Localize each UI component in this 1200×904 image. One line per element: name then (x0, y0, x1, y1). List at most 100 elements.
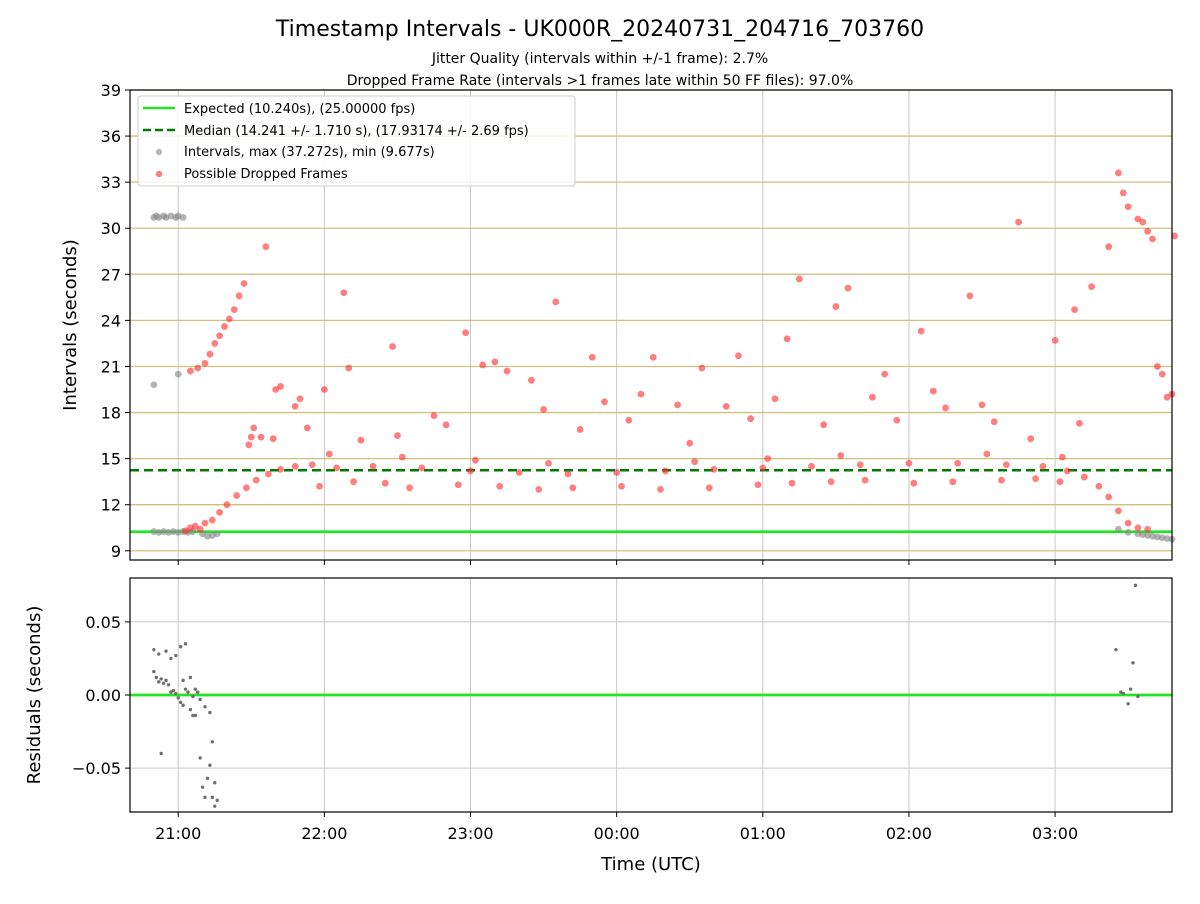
residual-point (188, 675, 193, 680)
dropped-frame-point (1002, 461, 1010, 469)
interval-point (179, 214, 187, 221)
dropped-frame-point (191, 522, 199, 530)
dropped-frame-point (233, 492, 241, 499)
dropped-frame-point (735, 352, 742, 360)
residual-point (166, 683, 171, 687)
dropped-frame-point (194, 364, 202, 372)
interval-point (1124, 528, 1132, 536)
dropped-frame-point (262, 243, 270, 251)
dropped-frame-point (1032, 475, 1039, 482)
dropped-frame-point (788, 479, 796, 487)
dropped-frame-point (1115, 169, 1122, 177)
dropped-frame-point (978, 401, 986, 409)
dropped-frame-point (325, 450, 333, 458)
residual-point (181, 678, 185, 683)
dropped-frame-point (406, 484, 414, 492)
residuals-y-tick-label: 0.00 (85, 686, 121, 705)
chart-subtitle-2: Dropped Frame Rate (intervals >1 frames … (347, 73, 854, 89)
residual-point (174, 691, 178, 696)
dropped-frame-point (216, 508, 224, 516)
residual-point (159, 677, 163, 681)
dropped-frame-point (990, 418, 998, 426)
dropped-frame-point (225, 315, 233, 323)
dropped-frame-point (1051, 336, 1059, 344)
dropped-frame-point (201, 519, 209, 527)
dropped-frame-point (1105, 493, 1113, 501)
dropped-frame-point (211, 340, 219, 347)
residual-point (178, 645, 183, 649)
intervals-y-axis-label: Intervals (seconds) (60, 239, 81, 411)
legend-dropped-marker (155, 170, 163, 178)
residual-point (203, 795, 207, 800)
dropped-frame-point (613, 469, 621, 476)
residual-point (208, 763, 212, 767)
residuals-y-axis-label: Residuals (seconds) (24, 606, 45, 785)
residual-point (1133, 583, 1138, 588)
legend-expected-label: Expected (10.240s), (25.00000 fps) (184, 102, 415, 117)
residual-point (1136, 694, 1140, 699)
intervals-y-tick-label: 36 (101, 127, 121, 146)
residual-point (159, 751, 163, 756)
residual-point (208, 710, 212, 715)
dropped-frame-point (674, 401, 681, 409)
dropped-frame-point (442, 421, 450, 429)
dropped-frame-point (545, 459, 552, 467)
dropped-frame-point (710, 465, 718, 473)
dropped-frame-point (1158, 370, 1166, 378)
dropped-frame-point (691, 458, 698, 466)
dropped-frame-point (345, 364, 353, 372)
dropped-frame-point (230, 306, 238, 314)
dropped-frame-point (625, 416, 633, 424)
legend-intervals-label: Intervals, max (37.272s), min (9.677s) (184, 145, 435, 160)
dropped-frame-point (552, 298, 560, 306)
residual-point (174, 653, 178, 658)
dropped-frame-point (291, 403, 299, 410)
residual-point (205, 776, 210, 781)
dropped-frame-point (247, 433, 255, 441)
dropped-frame-point (1134, 215, 1142, 223)
dropped-frame-point (187, 367, 194, 375)
dropped-frame-point (905, 459, 913, 467)
dropped-frame-point (462, 329, 470, 337)
dropped-frame-point (569, 484, 577, 492)
dropped-frame-point (1071, 306, 1078, 314)
dropped-frame-point (303, 424, 311, 432)
dropped-frame-point (350, 478, 357, 486)
interval-point (213, 530, 221, 538)
residual-point (1126, 702, 1130, 706)
dropped-frame-point (235, 292, 243, 300)
dropped-frame-point (942, 404, 949, 412)
dropped-frame-point (291, 462, 299, 470)
dropped-frame-point (869, 393, 876, 401)
dropped-frame-point (747, 415, 755, 423)
dropped-frame-point (954, 459, 962, 467)
dropped-frame-point (245, 441, 253, 449)
dropped-frame-point (216, 332, 224, 340)
residual-point (193, 713, 197, 718)
dropped-frame-point (1039, 462, 1047, 470)
x-tick-label: 23:00 (447, 824, 493, 843)
dropped-frame-point (856, 461, 864, 469)
dropped-frame-point (929, 387, 937, 395)
residual-point (188, 707, 193, 712)
residual-point (213, 804, 217, 808)
residual-point (154, 675, 159, 680)
residual-point (157, 652, 161, 656)
dropped-frame-point (1080, 473, 1088, 481)
dropped-frame-point (893, 416, 901, 424)
dropped-frame-point (1124, 519, 1132, 527)
residual-point (210, 740, 215, 744)
legend: Expected (10.240s), (25.00000 fps) Media… (137, 95, 576, 187)
dropped-frame-point (398, 453, 406, 461)
dropped-frame-point (1119, 189, 1127, 197)
residual-point (215, 798, 219, 802)
dropped-frame-point (705, 484, 713, 492)
residual-point (183, 687, 188, 691)
dropped-frame-point (618, 482, 625, 490)
dropped-frame-point (910, 479, 918, 487)
residual-point (164, 649, 168, 653)
dropped-frame-point (206, 350, 214, 358)
residual-point (152, 669, 156, 674)
x-tick-label: 03:00 (1032, 824, 1078, 843)
